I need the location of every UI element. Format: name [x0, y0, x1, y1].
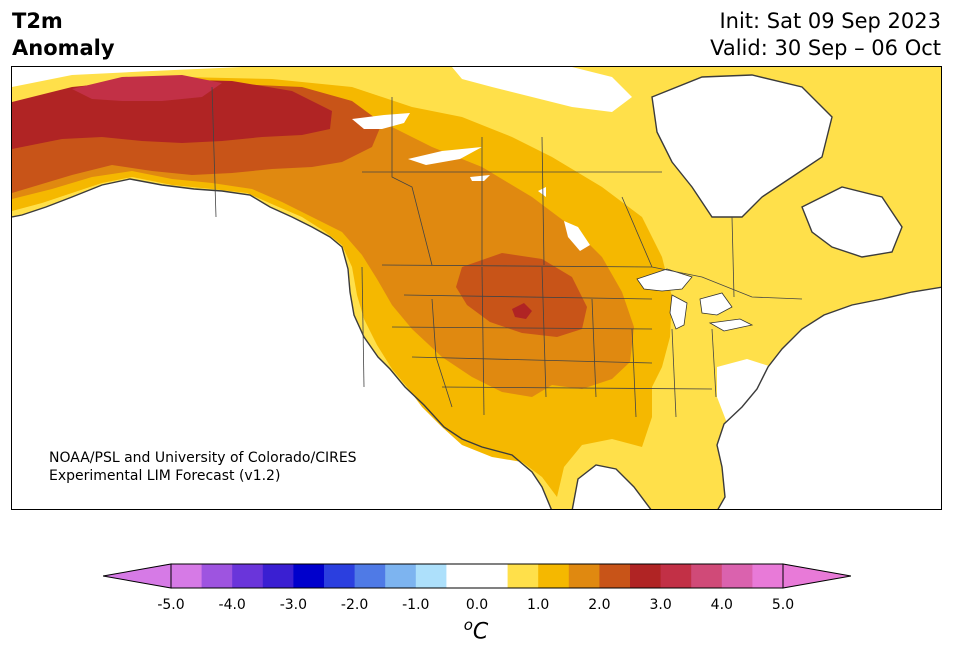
coastline: [12, 74, 941, 509]
anomaly-2-0: [12, 83, 587, 337]
colorbar-cell: [446, 564, 478, 588]
anomaly-map: [12, 67, 941, 509]
colorbar-cell: [721, 564, 753, 588]
colorbar-cell: [568, 564, 600, 588]
colorbar-cell: [477, 564, 509, 588]
colorbar-cell: [507, 564, 539, 588]
great-lakes: [636, 268, 754, 332]
borders: [211, 86, 803, 418]
init-date: Init: Sat 09 Sep 2023: [719, 9, 941, 33]
colorbar-over-arrow: [782, 563, 851, 589]
colorbar-cell: [385, 564, 417, 588]
colorbar-tick-label: 1.0: [527, 597, 550, 613]
colorbar-tick-label: 5.0: [771, 597, 795, 613]
colorbar-tick-label: -2.0: [340, 597, 369, 613]
colorbar-tick-label: 2.0: [588, 597, 611, 613]
credit-text: NOAA/PSL and University of Colorado/CIRE…: [49, 449, 357, 485]
title-left: T2m Anomaly: [12, 8, 115, 62]
colorbar-cell: [354, 564, 386, 588]
colorbar-tick-label: -5.0: [157, 597, 185, 613]
unit-degree: o: [463, 616, 473, 634]
colorbar-under-arrow: [103, 563, 172, 589]
credit-line1: NOAA/PSL and University of Colorado/CIRE…: [49, 450, 357, 466]
colorbar-tick-label: 0.0: [465, 597, 489, 613]
colorbar-cell: [752, 564, 784, 588]
colorbar-cell: [538, 564, 570, 588]
anomaly-near-zero-hudson: [652, 75, 832, 217]
anomaly-near-zero-northwest: [452, 67, 632, 112]
colorbar-cell: [630, 564, 662, 588]
title-variable: T2m: [12, 9, 63, 33]
unit-letter: C: [472, 619, 489, 645]
canadian-lakes: [352, 113, 590, 251]
colorbar-tick-label: -4.0: [218, 597, 246, 613]
colorbar-cell: [660, 564, 692, 588]
colorbar-unit: oC: [464, 616, 489, 644]
colorbar-cell: [232, 564, 264, 588]
colorbar-tick-label: 3.0: [649, 597, 672, 613]
colorbar-tick-label: -3.0: [279, 597, 308, 613]
colorbar-cell: [201, 564, 233, 588]
colorbar-cell: [262, 564, 294, 588]
colorbar-cell: [599, 564, 631, 588]
map-frame: [11, 66, 942, 510]
colorbar-tick-label: -1.0: [402, 597, 430, 613]
credit-line2: Experimental LIM Forecast (v1.2): [49, 468, 281, 484]
colorbar-outline: [170, 563, 784, 589]
valid-range: Valid: 30 Sep – 06 Oct: [710, 36, 941, 60]
anomaly-3-5: [72, 75, 222, 101]
anomaly-near-zero-quebec: [802, 187, 902, 257]
anomaly-near-zero-southeast: [717, 359, 772, 423]
colorbar-cell: [415, 564, 447, 588]
colorbar-cell: [324, 564, 356, 588]
colorbar-cell: [691, 564, 723, 588]
colorbar-cell: [171, 564, 203, 588]
title-anomaly: Anomaly: [12, 36, 115, 60]
colorbar: [103, 563, 851, 589]
anomaly-3-0: [12, 79, 532, 319]
colorbar-tick-label: 4.0: [710, 597, 733, 613]
title-right: Init: Sat 09 Sep 2023 Valid: 30 Sep – 06…: [710, 8, 941, 62]
colorbar-cell: [293, 564, 325, 588]
